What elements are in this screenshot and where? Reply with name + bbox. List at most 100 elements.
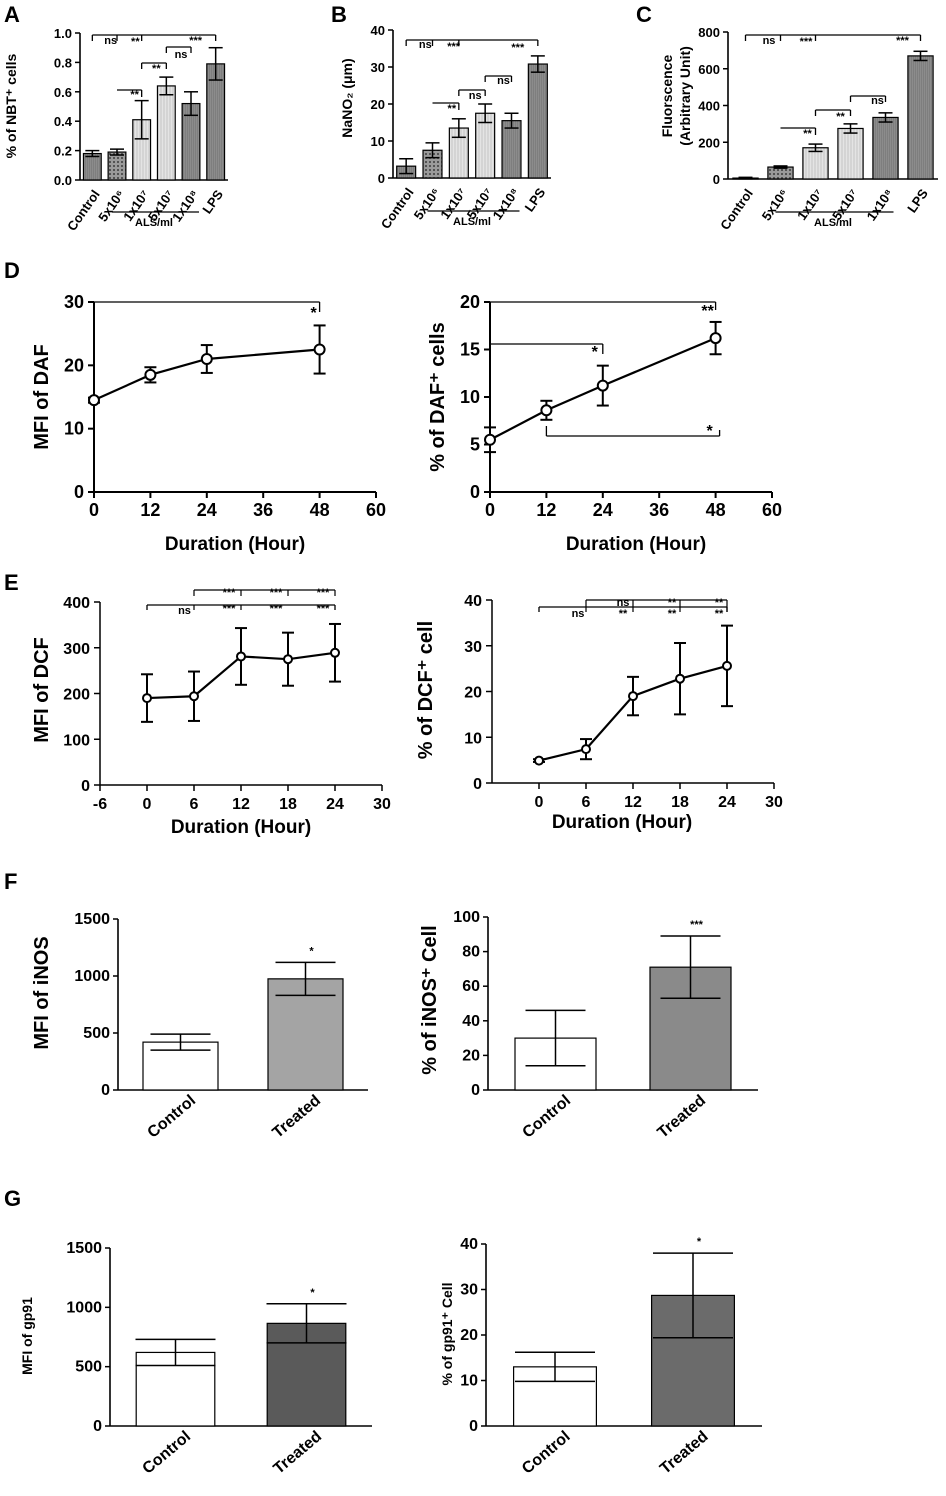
x-tick-label: 12	[232, 796, 250, 813]
bar	[907, 55, 934, 180]
chart-D2: 0 5 10 15 20 0 12 24 36 48 60	[460, 292, 782, 520]
y-tick-label: 20	[460, 292, 480, 312]
panel-label: D	[4, 258, 20, 283]
significance-label: **	[619, 608, 628, 620]
significance-label: **	[715, 608, 724, 620]
significance-label: **	[448, 103, 457, 115]
significance-label: ns	[419, 39, 432, 51]
x-axis-label: Duration (Hour)	[171, 817, 311, 838]
significance-label: ***	[270, 587, 284, 599]
group-label: ALS/ml	[814, 217, 852, 229]
y-tick-label: 0	[93, 1418, 102, 1435]
x-tick-label: 30	[765, 794, 783, 811]
x-tick-label: LPS	[521, 185, 548, 215]
y-tick-label: 1.0	[54, 26, 72, 41]
y-tick-label: 30	[460, 1282, 478, 1299]
data-point	[313, 343, 326, 356]
bar	[872, 116, 899, 180]
y-tick-label: 15	[460, 340, 480, 360]
y-tick-label: 0.4	[54, 114, 73, 129]
significance-label: *	[310, 1287, 315, 1299]
x-tick-label: 5x10⁶	[411, 185, 443, 222]
x-tick-label: 24	[718, 794, 736, 811]
significance-label: *	[697, 1236, 702, 1248]
bar	[527, 63, 548, 179]
x-tick-label: 12	[624, 794, 642, 811]
y-tick-label: 10	[64, 419, 84, 439]
bar	[82, 152, 102, 181]
data-point	[540, 404, 553, 417]
data-point	[236, 651, 246, 662]
significance-label: ns	[572, 608, 585, 620]
data-point	[709, 332, 722, 345]
data-point	[722, 660, 732, 671]
x-tick-label: 48	[706, 500, 726, 520]
bar	[156, 85, 176, 181]
chart-F2: 0 20 40 60 80 100 Control Treated	[453, 909, 758, 1142]
y-tick-label: 5	[470, 435, 480, 455]
significance-label: *	[592, 344, 599, 361]
x-tick-label: 36	[253, 500, 273, 520]
data-point	[484, 433, 496, 446]
significance-label: ns	[469, 90, 482, 102]
y-tick-label: 80	[462, 944, 480, 961]
y-tick-label: 0	[473, 776, 482, 793]
data-point	[200, 353, 213, 365]
significance-label: **	[803, 128, 812, 140]
data-point	[330, 647, 340, 658]
y-tick-label: 0	[378, 171, 385, 186]
data-point	[581, 744, 591, 755]
data-point	[142, 693, 152, 704]
bar	[206, 63, 226, 181]
y-tick-label: 60	[462, 978, 480, 995]
data-point	[675, 673, 685, 684]
group-label: ALS/ml	[135, 217, 173, 229]
significance-label: ***	[270, 603, 284, 615]
y-tick-label: 20	[462, 1047, 480, 1064]
y-tick-label: 10	[464, 730, 482, 747]
bar	[802, 147, 829, 180]
chart-D1: 0 10 20 30 0 12 24 36 48 60	[64, 292, 386, 520]
x-tick-label: 24	[593, 500, 613, 520]
significance-label: **	[668, 597, 677, 609]
significance-label: ***	[317, 587, 331, 599]
x-tick-label: 6	[190, 796, 199, 813]
x-tick-label: 0	[485, 500, 495, 520]
y-tick-label: 20	[371, 97, 385, 112]
y-tick-label: 0.2	[54, 144, 72, 159]
x-tick-label: Control	[519, 1428, 573, 1478]
y-tick-label: 10	[371, 134, 385, 149]
y-tick-label: 0.6	[54, 85, 72, 100]
x-tick-label: Treated	[655, 1092, 710, 1142]
x-tick-label: Control	[378, 185, 417, 231]
y-tick-label: 30	[371, 60, 385, 75]
y-tick-label: 0	[713, 172, 720, 187]
data-line	[93, 348, 320, 402]
significance-label: **	[130, 89, 139, 101]
x-tick-label: 0	[535, 794, 544, 811]
significance-label: **	[836, 111, 845, 123]
data-point	[144, 368, 157, 381]
y-tick-label: 500	[83, 1025, 110, 1042]
y-tick-label: 20	[460, 1327, 478, 1344]
significance-label: ns	[497, 75, 510, 87]
x-tick-label: 30	[373, 796, 391, 813]
y-tick-label: 40	[460, 1236, 478, 1253]
data-point	[88, 394, 100, 407]
y-tick-label: 0	[101, 1082, 110, 1099]
y-tick-label: 20	[464, 685, 482, 702]
y-tick-label: 0.8	[54, 55, 72, 70]
y-tick-label: 400	[63, 595, 90, 612]
y-axis-label: MFI of iNOS	[31, 936, 53, 1049]
x-tick-label: LPS	[199, 187, 226, 217]
y-tick-label: 0	[74, 482, 84, 502]
y-tick-label: 30	[64, 292, 84, 312]
x-tick-label: Treated	[271, 1428, 326, 1478]
panel-label: E	[4, 570, 19, 595]
y-tick-label: 500	[75, 1359, 102, 1376]
x-tick-label: 48	[310, 500, 330, 520]
x-tick-label: 12	[140, 500, 160, 520]
y-tick-label: 20	[64, 355, 84, 375]
